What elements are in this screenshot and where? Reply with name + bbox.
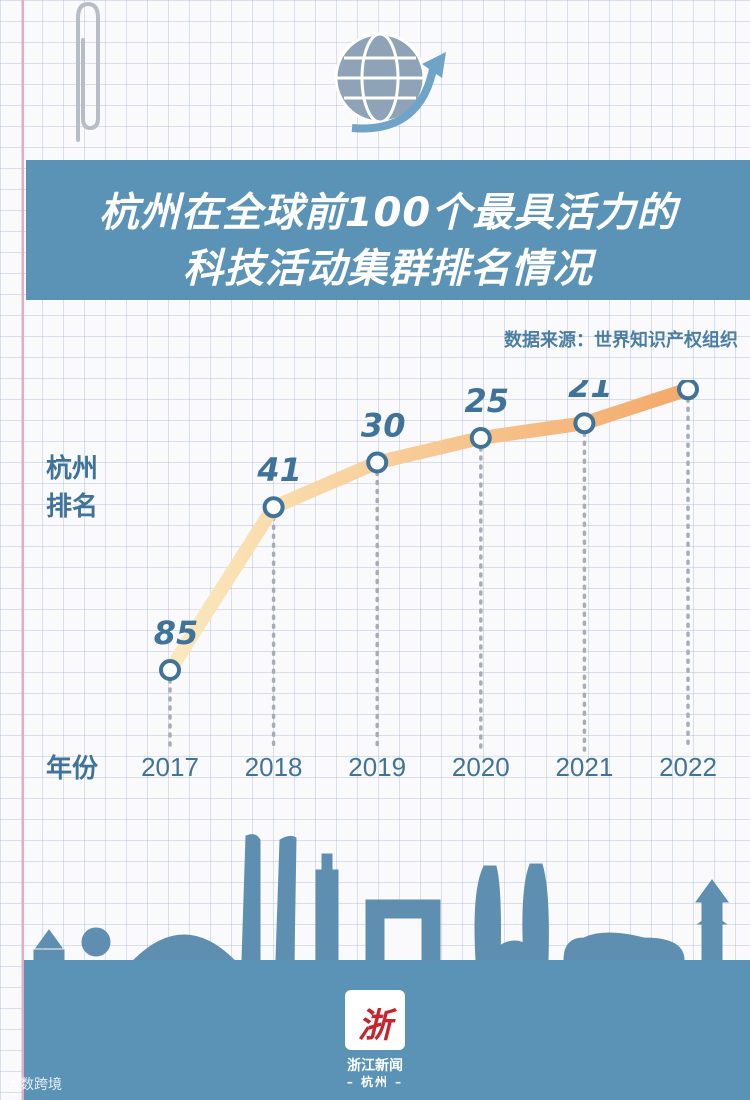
- data-point: [573, 412, 596, 435]
- watermark: 大数跨境: [6, 1077, 62, 1093]
- chart-title-line1: 杭州在全球前100个最具活力的: [98, 190, 678, 236]
- x-tick-label: 2022: [659, 752, 717, 782]
- brand-logo: 浙: [345, 990, 405, 1050]
- data-label: 41: [256, 451, 302, 489]
- brand-subtitle: – 杭州 –: [346, 1075, 404, 1089]
- data-point: [159, 659, 181, 681]
- data-label: 21: [568, 380, 613, 405]
- data-point: [677, 380, 699, 401]
- paperclip-icon: [76, 1, 100, 142]
- x-axis-label: 年份: [46, 754, 99, 784]
- data-point: [469, 427, 492, 449]
- x-tick-label: 2020: [452, 752, 510, 782]
- notebook-margin-line: [22, 0, 24, 1100]
- y-axis-label: 杭州排名: [46, 454, 99, 522]
- x-tick-label: 2019: [348, 752, 406, 782]
- globe-icon: [334, 32, 446, 133]
- x-tick-label: 2021: [555, 752, 613, 782]
- data-source: 数据来源：世界知识产权组织: [504, 330, 738, 351]
- x-tick-label: 2017: [141, 752, 199, 782]
- data-point: [262, 496, 285, 519]
- data-label: 25: [465, 382, 510, 420]
- city-skyline: [33, 834, 729, 962]
- chart-title-line2: 科技活动集群排名情况: [183, 246, 593, 292]
- brand-logo-mark: 浙: [358, 1006, 392, 1046]
- data-label: 30: [361, 407, 406, 445]
- x-tick-label: 2018: [245, 752, 303, 782]
- series-line: [163, 382, 695, 677]
- data-label: 85: [154, 614, 199, 652]
- data-point: [366, 451, 389, 474]
- title-banner: 杭州在全球前100个最具活力的 科技活动集群排名情况: [26, 160, 750, 300]
- brand-name: 浙江新闻: [347, 1058, 403, 1074]
